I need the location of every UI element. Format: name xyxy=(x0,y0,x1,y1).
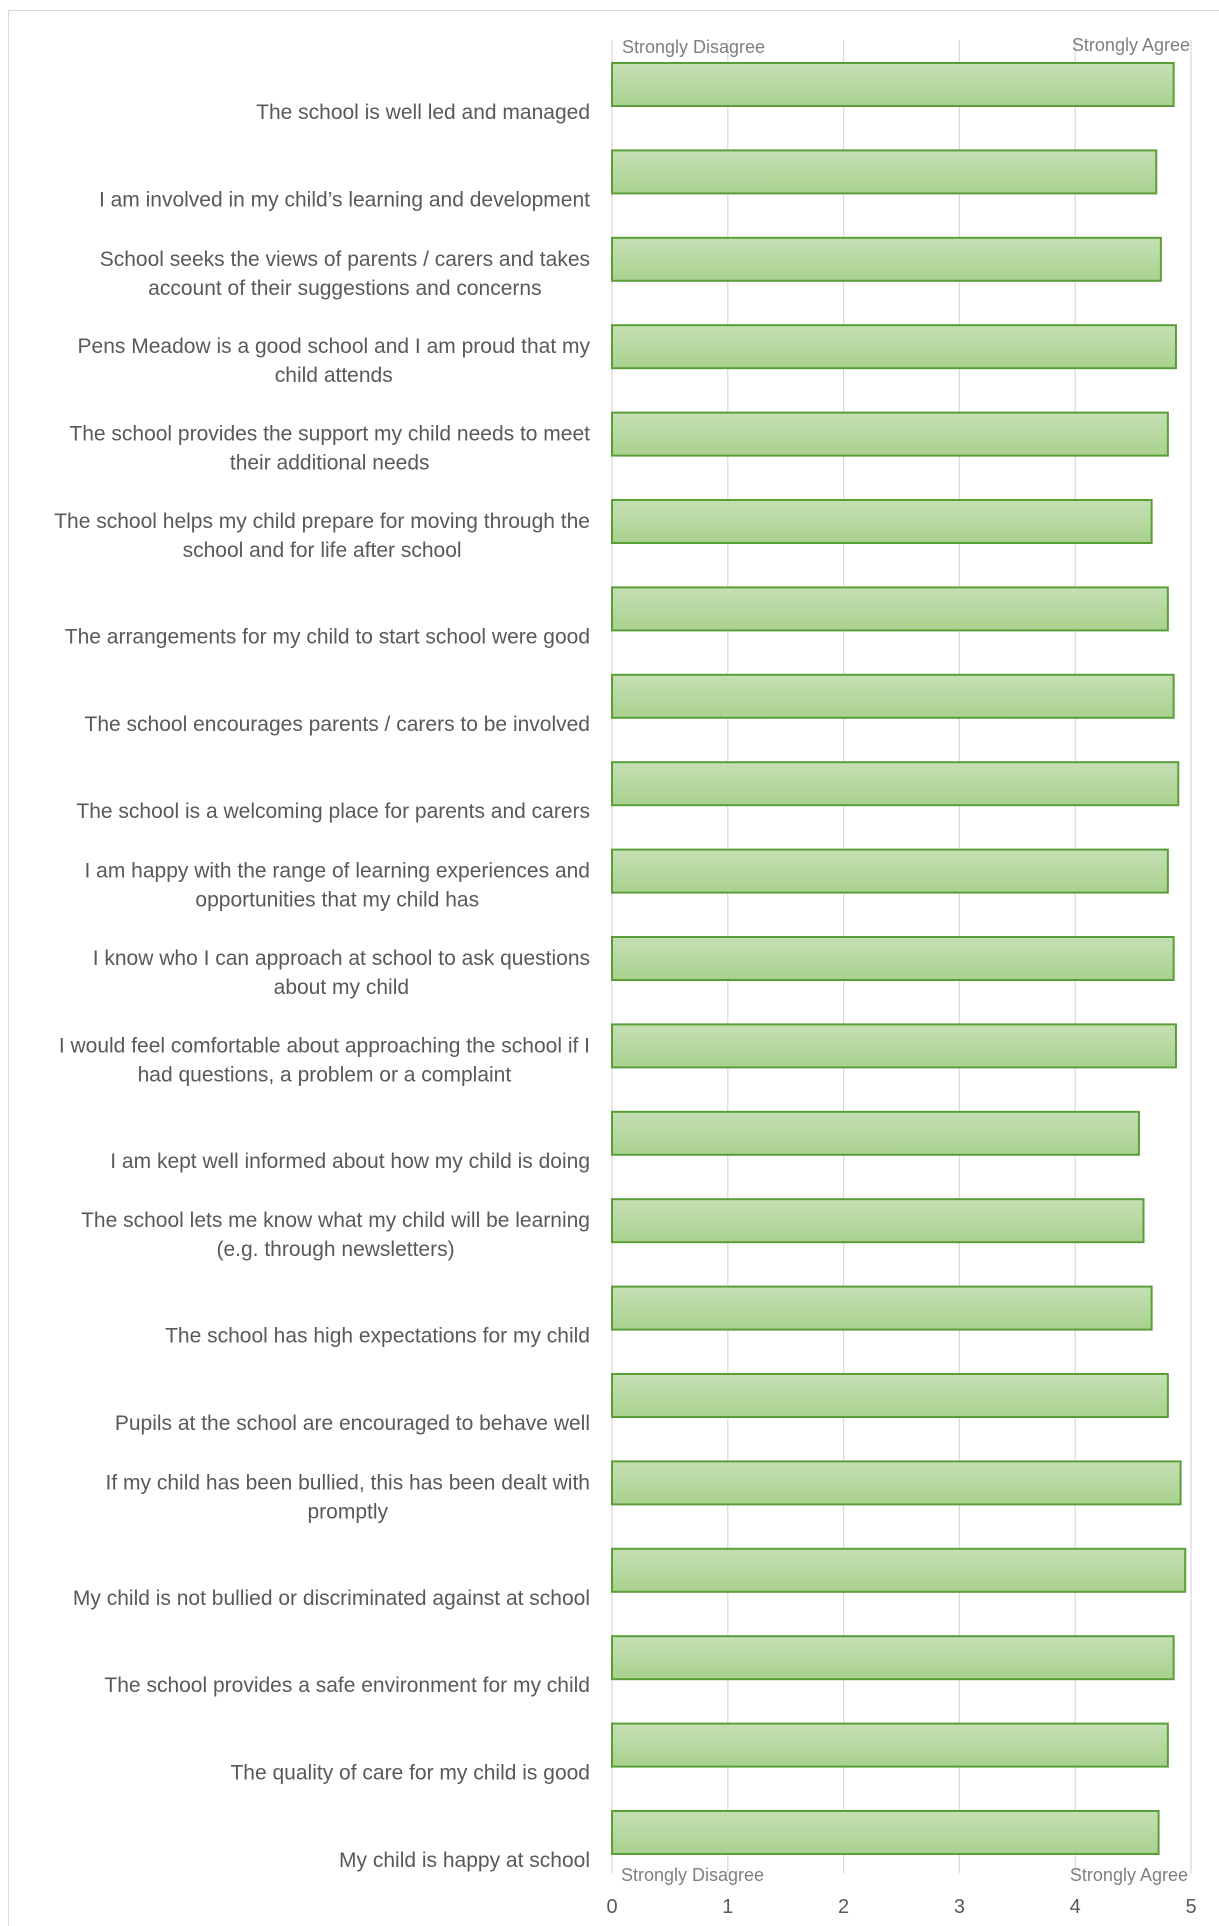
category-labels: The school is well led and managed I am i… xyxy=(54,101,590,1872)
category-label-11: I know who I can approach at school to a… xyxy=(93,947,590,999)
x-tick-label-1: 1 xyxy=(722,1896,733,1918)
bar-1 xyxy=(611,62,1175,107)
bar-11 xyxy=(611,936,1175,981)
bar-5 xyxy=(611,411,1169,457)
category-label-10: I am happy with the range of learning ex… xyxy=(85,860,591,912)
bar-12 xyxy=(611,1023,1177,1069)
category-label-9: The school is a welcoming place for pare… xyxy=(76,800,590,823)
bar-6 xyxy=(611,499,1153,544)
bar-3 xyxy=(611,236,1162,282)
top-strongly-agree-label: Strongly Agree xyxy=(1072,35,1190,55)
category-label-1: The school is well led and managed xyxy=(256,101,590,124)
bars xyxy=(611,62,1187,1855)
bar-4 xyxy=(611,324,1177,370)
category-label-6: The school helps my child prepare for mo… xyxy=(54,510,590,562)
x-tick-label-3: 3 xyxy=(954,1896,965,1918)
bar-20 xyxy=(611,1722,1169,1768)
category-label-19: The school provides a safe environment f… xyxy=(104,1674,590,1697)
scale-anchor-labels: Strongly Disagree Strongly Agree Strongly … xyxy=(621,35,1190,1885)
bar-9 xyxy=(611,761,1180,807)
category-label-4: Pens Meadow is a good school and I am pr… xyxy=(78,335,591,387)
bar-2 xyxy=(611,149,1158,195)
category-label-16: Pupils at the school are encouraged to b… xyxy=(115,1412,590,1435)
bottom-strongly-agree-label: Strongly Agree xyxy=(1070,1865,1188,1885)
bar-7 xyxy=(611,586,1169,632)
x-tick-label-2: 2 xyxy=(838,1896,849,1918)
bar-10 xyxy=(611,848,1169,894)
bar-13 xyxy=(611,1110,1140,1156)
bar-14 xyxy=(611,1198,1145,1244)
category-label-7: The arrangements for my child to start s… xyxy=(65,625,590,648)
x-tick-label-0: 0 xyxy=(606,1896,617,1918)
category-label-12: I would feel comfortable about approachi… xyxy=(59,1034,590,1086)
category-label-5: The school provides the support my child… xyxy=(69,423,590,475)
category-label-21: My child is happy at school xyxy=(339,1849,590,1872)
bottom-strongly-disagree-label: Strongly Disagree xyxy=(621,1865,764,1885)
bar-21 xyxy=(611,1810,1160,1855)
category-label-14: The school lets me know what my child wi… xyxy=(81,1209,590,1261)
category-label-13: I am kept well informed about how my chi… xyxy=(110,1150,590,1173)
category-label-15: The school has high expectations for my … xyxy=(165,1325,590,1348)
bar-16 xyxy=(611,1373,1169,1418)
category-label-8: The school encourages parents / carers t… xyxy=(85,713,590,736)
bar-17 xyxy=(611,1460,1182,1506)
bar-18 xyxy=(611,1547,1187,1593)
category-label-3: School seeks the views of parents / care… xyxy=(100,248,590,300)
category-label-2: I am involved in my child’s learning and… xyxy=(99,188,590,211)
bar-19 xyxy=(611,1635,1175,1681)
category-label-20: The quality of care for my child is good xyxy=(230,1762,590,1785)
x-tick-label-4: 4 xyxy=(1070,1896,1081,1918)
x-tick-label-5: 5 xyxy=(1185,1896,1196,1918)
chart-frame xyxy=(8,10,1219,1926)
category-label-17: If my child has been bullied, this has b… xyxy=(106,1471,590,1523)
x-axis-ticks: 0 1 2 3 4 5 xyxy=(606,1896,1196,1918)
bar-15 xyxy=(611,1285,1153,1331)
category-label-18: My child is not bullied or discriminated… xyxy=(73,1587,590,1610)
top-strongly-disagree-label: Strongly Disagree xyxy=(622,37,765,57)
bar-8 xyxy=(611,673,1175,719)
